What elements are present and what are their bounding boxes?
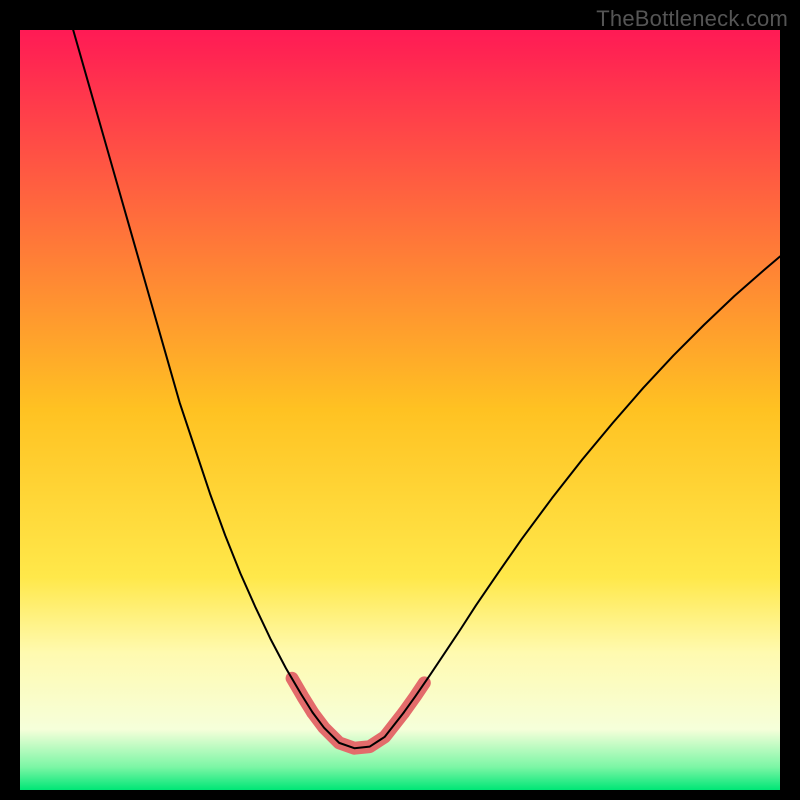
chart-plot-area: [20, 30, 780, 790]
attribution-text: TheBottleneck.com: [596, 6, 788, 32]
chart-svg: [20, 30, 780, 790]
chart-background: [20, 30, 780, 790]
